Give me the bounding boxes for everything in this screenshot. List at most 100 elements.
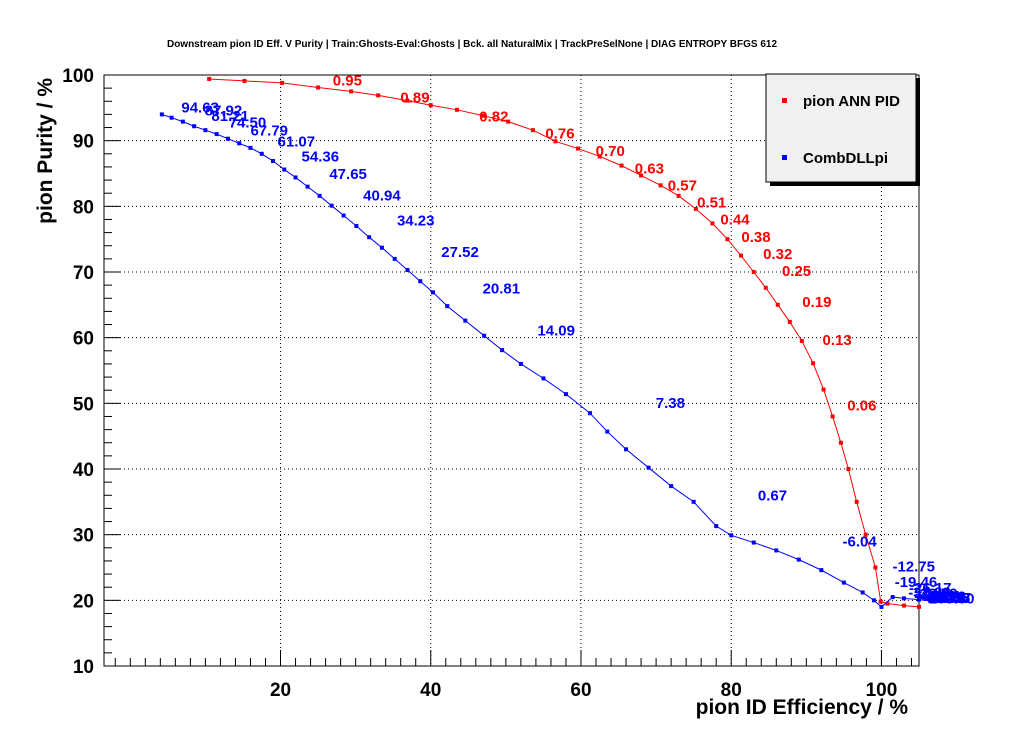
data-label-1-21: -46.30 bbox=[914, 588, 957, 605]
data-label-0-8: 0.44 bbox=[720, 212, 750, 229]
series-1-point bbox=[392, 256, 397, 261]
x-tick-label: 20 bbox=[270, 680, 291, 701]
series-0-point bbox=[207, 76, 212, 81]
series bbox=[159, 76, 933, 609]
series-0-point bbox=[506, 119, 511, 124]
series-0-point bbox=[693, 206, 698, 211]
series-1-point bbox=[819, 568, 824, 573]
series-1-point bbox=[691, 499, 696, 504]
data-label-0-3: 0.76 bbox=[545, 126, 574, 143]
series-0-point bbox=[376, 93, 381, 98]
series-1-point bbox=[341, 213, 346, 218]
series-1-point bbox=[405, 268, 410, 273]
series-0-point bbox=[787, 319, 792, 324]
x-tick-label: 60 bbox=[570, 680, 591, 701]
series-1-point bbox=[624, 447, 629, 452]
series-1-point bbox=[751, 540, 756, 545]
series-1-point bbox=[714, 524, 719, 529]
series-0-point bbox=[280, 80, 285, 85]
y-tick-label: 40 bbox=[73, 460, 94, 481]
series-1-point bbox=[563, 392, 568, 397]
data-label-0-5: 0.63 bbox=[635, 161, 664, 178]
series-0-point bbox=[775, 302, 780, 307]
series-1-point bbox=[500, 348, 505, 353]
series-0-point bbox=[481, 113, 486, 118]
series-0-point bbox=[878, 599, 883, 604]
series-1-point bbox=[354, 224, 359, 229]
series-0-point bbox=[349, 89, 354, 94]
legend-box bbox=[765, 73, 917, 183]
series-1-point bbox=[259, 151, 264, 156]
data-label-0-9: 0.38 bbox=[741, 229, 770, 246]
data-label-1-3: 74.50 bbox=[229, 115, 267, 132]
series-1-point bbox=[917, 597, 921, 602]
series-0-point bbox=[763, 285, 768, 290]
legend-label-combdllpi: CombDLLpi bbox=[803, 150, 888, 167]
series-1-point bbox=[871, 598, 876, 603]
series-0-point bbox=[455, 107, 460, 112]
data-label-1-6: 54.36 bbox=[302, 149, 340, 166]
series-1-point bbox=[463, 318, 468, 323]
series-0-point bbox=[917, 604, 921, 609]
y-tick-label: 50 bbox=[73, 394, 94, 415]
chart-title: Downstream pion ID Eff. V Purity | Train… bbox=[167, 39, 777, 50]
series-0-point bbox=[658, 183, 663, 188]
series-0-point bbox=[751, 270, 756, 274]
data-label-1-26: -79.85 bbox=[927, 590, 970, 607]
x-tick-label: 40 bbox=[420, 680, 441, 701]
data-label-1-12: 14.09 bbox=[537, 323, 575, 340]
series-1-point bbox=[796, 557, 801, 562]
data-label-0-10: 0.32 bbox=[763, 246, 792, 263]
data-label-0-7: 0.51 bbox=[697, 195, 726, 212]
series-1-point bbox=[541, 376, 546, 381]
data-label-0-6: 0.57 bbox=[668, 178, 697, 195]
data-label-0-1: 0.89 bbox=[400, 90, 429, 107]
series-0-point bbox=[799, 338, 804, 343]
series-1-point bbox=[225, 136, 230, 141]
series-0-point bbox=[830, 414, 835, 419]
series-1-point bbox=[329, 203, 334, 208]
series-1-point bbox=[841, 580, 846, 585]
series-0-point bbox=[619, 163, 624, 168]
series-1-point bbox=[180, 119, 185, 124]
data-label-0-0: 0.95 bbox=[333, 73, 362, 90]
data-label-1-7: 47.65 bbox=[329, 166, 367, 183]
data-label-1-14: 0.67 bbox=[758, 488, 787, 505]
legend-marker-pion-ann-pid bbox=[782, 98, 787, 103]
series-1-point bbox=[317, 193, 322, 198]
series-0-point bbox=[553, 139, 558, 144]
series-1-point bbox=[367, 235, 372, 240]
data-label-1-17: -19.46 bbox=[895, 574, 938, 591]
series-1-point bbox=[587, 411, 592, 416]
y-axis-label: pion Purity / % bbox=[34, 78, 57, 224]
series-0-point bbox=[811, 361, 816, 366]
series-0-point bbox=[854, 499, 859, 504]
series-1-point bbox=[237, 141, 242, 146]
data-label-1-8: 40.94 bbox=[363, 187, 401, 204]
series-0-point bbox=[405, 98, 410, 103]
series-0-point bbox=[885, 601, 890, 606]
data-label-1-0: 94.63 bbox=[181, 99, 219, 116]
data-label-1-4: 67.79 bbox=[250, 122, 288, 139]
x-axis-label: pion ID Efficiency / % bbox=[696, 696, 909, 719]
data-label-1-29: -100.00 bbox=[924, 591, 975, 608]
data-label-0-2: 0.82 bbox=[479, 109, 508, 126]
series-0-point bbox=[863, 532, 868, 537]
data-label-0-13: 0.13 bbox=[823, 332, 852, 349]
data-labels: 0.95 0.89 0.82 0.76 0.70 0.630.570.510.440.38… bbox=[181, 73, 974, 608]
series-0-point bbox=[838, 440, 843, 445]
y-tick-label: 100 bbox=[62, 66, 94, 87]
series-1-point bbox=[890, 595, 895, 600]
data-label-1-24: -66.43 bbox=[922, 589, 965, 606]
plot-frame bbox=[103, 74, 920, 667]
series-1-point bbox=[901, 596, 906, 601]
series-0-point bbox=[530, 128, 535, 133]
series-1-point bbox=[248, 145, 253, 150]
data-label-0-12: 0.19 bbox=[802, 294, 831, 311]
series-1-point bbox=[159, 112, 164, 117]
y-tick-label: 60 bbox=[73, 329, 94, 350]
series-1-point bbox=[305, 184, 310, 189]
series-1-point bbox=[482, 333, 487, 338]
series-0-point bbox=[821, 387, 826, 392]
series-1-point bbox=[879, 604, 884, 609]
